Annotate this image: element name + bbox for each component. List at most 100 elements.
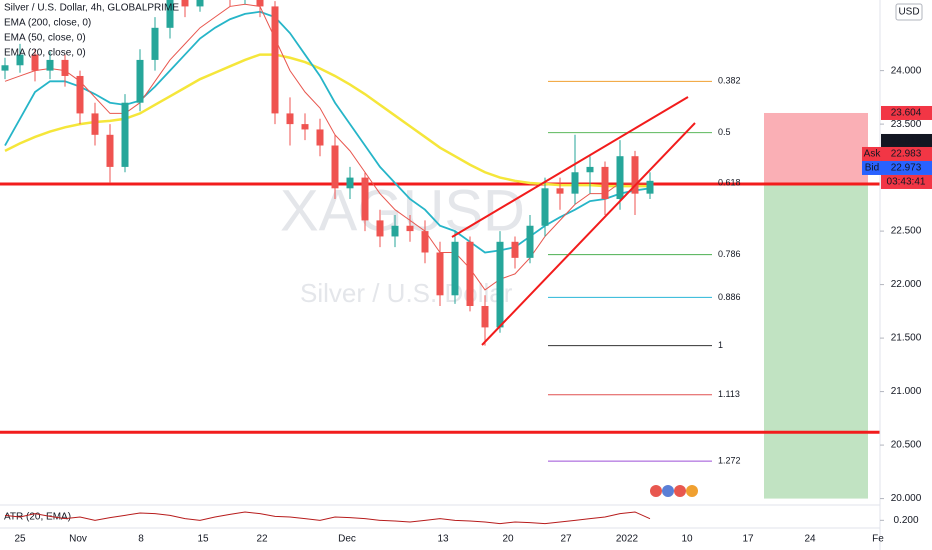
candle-body bbox=[46, 59, 54, 71]
x-tick-label: 20 bbox=[502, 534, 514, 545]
x-tick-label: Nov bbox=[69, 534, 87, 545]
chart-title: Silver / U.S. Dollar, 4h, GLOBALPRIME bbox=[4, 3, 179, 14]
candle-body bbox=[271, 6, 279, 114]
fib-label: 1.113 bbox=[718, 389, 740, 399]
fib-label: 0.886 bbox=[718, 292, 741, 302]
candle-body bbox=[406, 225, 414, 232]
candle-body bbox=[481, 305, 489, 328]
candle-body bbox=[556, 188, 564, 194]
y-tick-label: 20.000 bbox=[891, 493, 922, 504]
atr-line bbox=[4, 511, 651, 525]
plot-area bbox=[0, 0, 880, 499]
y-tick-label: 20.500 bbox=[891, 440, 922, 451]
bid-badge-tag-text: Bid bbox=[865, 163, 879, 174]
ema-line bbox=[4, 53, 650, 188]
candle-body bbox=[76, 75, 84, 114]
fib-label: 0.382 bbox=[718, 76, 741, 86]
ask-badge: 22.983 bbox=[891, 149, 922, 160]
wedge-upper bbox=[451, 96, 689, 238]
x-tick-label: 13 bbox=[437, 534, 449, 545]
candle-body bbox=[466, 241, 474, 306]
candle-body bbox=[316, 129, 324, 146]
y-tick-label: 23.500 bbox=[891, 119, 922, 130]
y-tick-label: 21.000 bbox=[891, 386, 922, 397]
bid-badge-bg bbox=[881, 160, 932, 175]
candle-body bbox=[601, 166, 609, 200]
ema-line bbox=[4, 3, 650, 291]
candle-body bbox=[361, 177, 369, 221]
wedge-lower bbox=[481, 122, 696, 346]
x-tick-label: 2022 bbox=[616, 534, 639, 545]
x-tick-label: 8 bbox=[138, 534, 144, 545]
candle-body bbox=[586, 166, 594, 173]
x-tick-label: 22 bbox=[256, 534, 268, 545]
bid-badge-tag bbox=[862, 160, 882, 175]
candle-body bbox=[106, 134, 114, 167]
watermark: XAGUSD bbox=[280, 178, 525, 243]
fib-label: 0.786 bbox=[718, 249, 741, 259]
fib-label: 0.618 bbox=[718, 177, 741, 187]
x-tick-label: Dec bbox=[338, 534, 356, 545]
stop-badge: 23.604 bbox=[891, 108, 922, 119]
x-tick-label: 17 bbox=[742, 534, 754, 545]
event-icons bbox=[650, 485, 698, 497]
currency: USD bbox=[898, 7, 919, 18]
atr-tick-label: 0.200 bbox=[893, 515, 918, 526]
x-tick-label: 24 bbox=[804, 534, 816, 545]
bid-badge: 22.973 bbox=[891, 163, 922, 174]
x-tick-label: 25 bbox=[14, 534, 26, 545]
candle-body bbox=[421, 231, 429, 253]
candle-body bbox=[646, 180, 654, 194]
x-tick-label: 10 bbox=[681, 534, 693, 545]
y-tick-label: 24.000 bbox=[891, 65, 922, 76]
legend-entry: EMA (50, close, 0) bbox=[4, 33, 86, 44]
candle-body bbox=[1, 65, 9, 71]
x-tick-label: 27 bbox=[560, 534, 572, 545]
last-price-badge-bg bbox=[881, 133, 932, 148]
legend-entry: EMA (20, close, 0) bbox=[4, 48, 86, 59]
position-target bbox=[764, 184, 868, 499]
x-tick-label: Fe bbox=[872, 534, 884, 545]
candle-body bbox=[196, 0, 204, 7]
atr-title: ATR (20, EMA) bbox=[4, 512, 71, 523]
ema-line bbox=[4, 10, 651, 254]
candle-body bbox=[286, 113, 294, 125]
ask-badge-tag bbox=[862, 146, 882, 161]
candle-body bbox=[121, 102, 129, 167]
y-tick-label: 22.000 bbox=[891, 279, 922, 290]
candle-body bbox=[61, 59, 69, 76]
currency-box bbox=[895, 3, 923, 21]
stop-badge-bg bbox=[881, 105, 932, 120]
last-price-badge: 23.019 bbox=[891, 136, 922, 147]
candle-body bbox=[541, 188, 549, 226]
candle-body bbox=[166, 0, 174, 28]
candle-body bbox=[496, 241, 504, 328]
candle-body bbox=[136, 59, 144, 103]
candle-body bbox=[151, 27, 159, 60]
candle-body bbox=[91, 113, 99, 135]
ask-badge-bg bbox=[881, 146, 932, 161]
countdown-badge-bg bbox=[881, 174, 932, 189]
watermark-subtitle: Silver / U.S. Dollar bbox=[300, 278, 513, 308]
candle-body bbox=[301, 124, 309, 130]
position-stop bbox=[764, 112, 868, 185]
candle-body bbox=[346, 177, 354, 189]
legend-entry: EMA (200, close, 0) bbox=[4, 18, 91, 29]
candle-body bbox=[631, 156, 639, 194]
ask-badge-tag-text: Ask bbox=[864, 149, 882, 160]
candle-body bbox=[181, 0, 189, 7]
y-tick-label: 21.500 bbox=[891, 333, 922, 344]
candle-body bbox=[331, 145, 339, 189]
countdown-badge: 03:43:41 bbox=[887, 177, 926, 188]
price-axis bbox=[880, 0, 932, 550]
candle-body bbox=[511, 241, 519, 258]
fib-label: 0.5 bbox=[718, 127, 731, 137]
candle-body bbox=[526, 225, 534, 258]
candle-body bbox=[616, 156, 624, 200]
candle-body bbox=[376, 220, 384, 237]
candle-body bbox=[451, 241, 459, 296]
candle-body bbox=[256, 0, 264, 7]
fib-label: 1.272 bbox=[718, 456, 741, 466]
candle-body bbox=[16, 54, 24, 66]
